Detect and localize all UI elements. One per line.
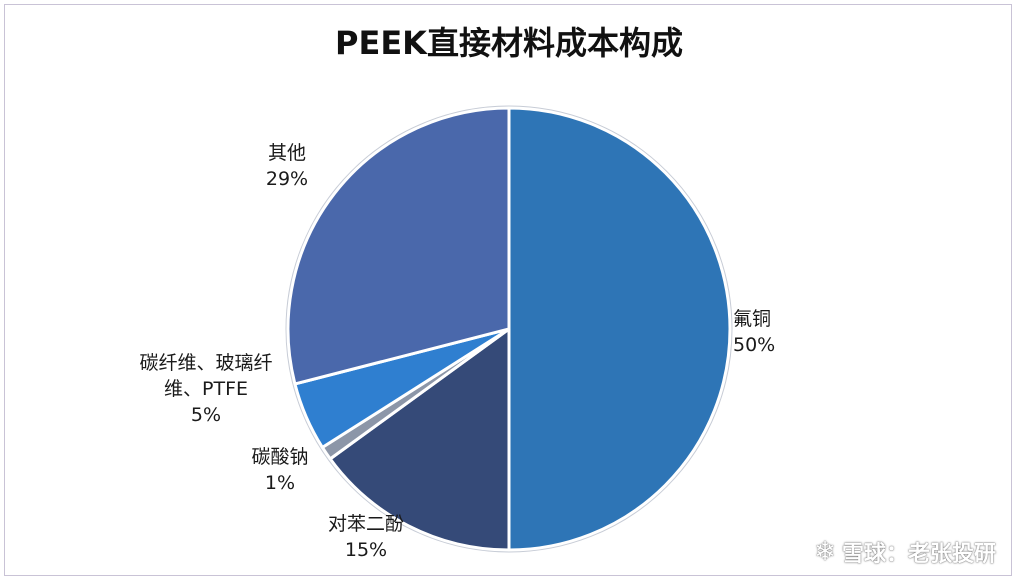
slice-value-label: 15%	[344, 539, 388, 561]
slice-value-label: 5%	[190, 404, 222, 426]
slice-label-1: 对苯二酚 15%	[306, 511, 426, 563]
slice-value-label: 1%	[264, 472, 296, 494]
pie-slice-4	[286, 106, 511, 386]
slice-label-4: 其他 29%	[252, 140, 322, 192]
pie-slice-1	[328, 327, 511, 552]
slice-value-label: 29%	[265, 168, 309, 190]
slice-label-text: 维、PTFE	[164, 378, 248, 400]
slice-label-text: 氟铜	[733, 308, 772, 330]
slice-label-0: 氟铜 50%	[733, 306, 775, 358]
slice-label-3: 碳纤维、玻璃纤 维、PTFE 5%	[118, 350, 294, 428]
slice-value-label: 50%	[733, 334, 776, 356]
chart-title: PEEK直接材料成本构成	[335, 24, 683, 62]
watermark: ❄ 雪球：老张投研	[814, 536, 996, 568]
watermark-text: 雪球：老张投研	[841, 542, 996, 567]
pie-slice-0	[507, 106, 732, 552]
slice-label-text: 碳酸钠	[251, 446, 309, 468]
slice-label-2: 碳酸钠 1%	[238, 444, 322, 496]
slice-label-text: 对苯二酚	[327, 513, 404, 535]
snowball-logo-icon: ❄	[814, 537, 836, 567]
slice-label-text: 其他	[267, 142, 306, 164]
slice-label-text: 碳纤维、玻璃纤	[139, 352, 273, 374]
